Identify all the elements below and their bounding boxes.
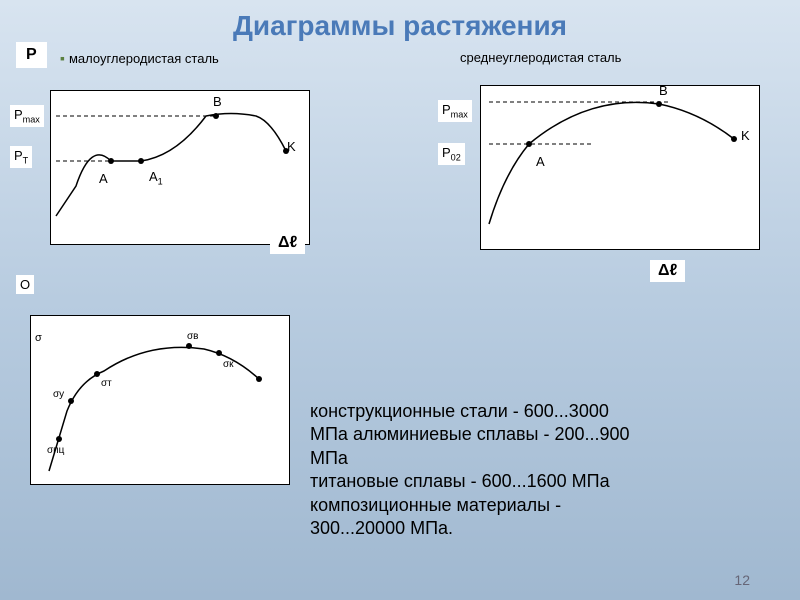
body-line-6: 300...20000 МПа.	[310, 517, 780, 540]
chart1-box: A A1 B K	[50, 90, 310, 245]
p-label-box: P	[16, 42, 47, 68]
chart1-svg	[51, 91, 311, 246]
body-line-4: титановые сплавы - 600...1600 МПа	[310, 470, 780, 493]
chart1-pt: PT	[10, 146, 32, 168]
chart1-label-K: K	[287, 139, 296, 154]
bullet-icon: ▪	[60, 50, 65, 66]
chart2-xlabel: Δℓ	[650, 260, 685, 282]
body-line-2: МПа алюминиевые сплавы - 200...900	[310, 423, 780, 446]
chart2-label-B: B	[659, 83, 668, 98]
chart2-box: A B K	[480, 85, 760, 250]
svg-text:σ: σ	[35, 332, 42, 344]
page-number: 12	[734, 572, 750, 588]
subtitle-left: ▪малоуглеродистая сталь	[60, 50, 219, 66]
svg-text:σк: σк	[223, 359, 234, 370]
chart1-pmax: Pmax	[10, 105, 44, 127]
chart1-label-A1: A1	[149, 169, 163, 187]
body-line-5: композиционные материалы -	[310, 494, 780, 517]
chart3-svg: σ σпц σу σт σв σк	[31, 316, 291, 486]
subtitle-right: среднеуглеродистая сталь	[460, 50, 621, 65]
body-line-1: конструкционные стали - 600...3000	[310, 400, 780, 423]
page-title: Диаграммы растяжения	[0, 10, 800, 42]
chart1-xlabel: Δℓ	[270, 232, 305, 254]
chart2-svg	[481, 86, 761, 251]
chart2-pmax: Pmax	[438, 100, 472, 122]
svg-text:σт: σт	[101, 378, 112, 389]
chart2-p02: P02	[438, 143, 465, 165]
svg-text:σу: σу	[53, 389, 64, 400]
chart3-o-label: O	[16, 275, 34, 294]
body-line-3: МПа	[310, 447, 780, 470]
chart2-label-K: K	[741, 128, 750, 143]
chart2-label-A: A	[536, 154, 545, 169]
svg-text:σпц: σпц	[47, 445, 65, 456]
svg-text:σв: σв	[187, 331, 198, 342]
chart3-box: σ σпц σу σт σв σк	[30, 315, 290, 485]
chart1-label-B: B	[213, 94, 222, 109]
body-text: конструкционные стали - 600...3000 МПа а…	[310, 400, 780, 540]
chart1-label-A: A	[99, 171, 108, 186]
